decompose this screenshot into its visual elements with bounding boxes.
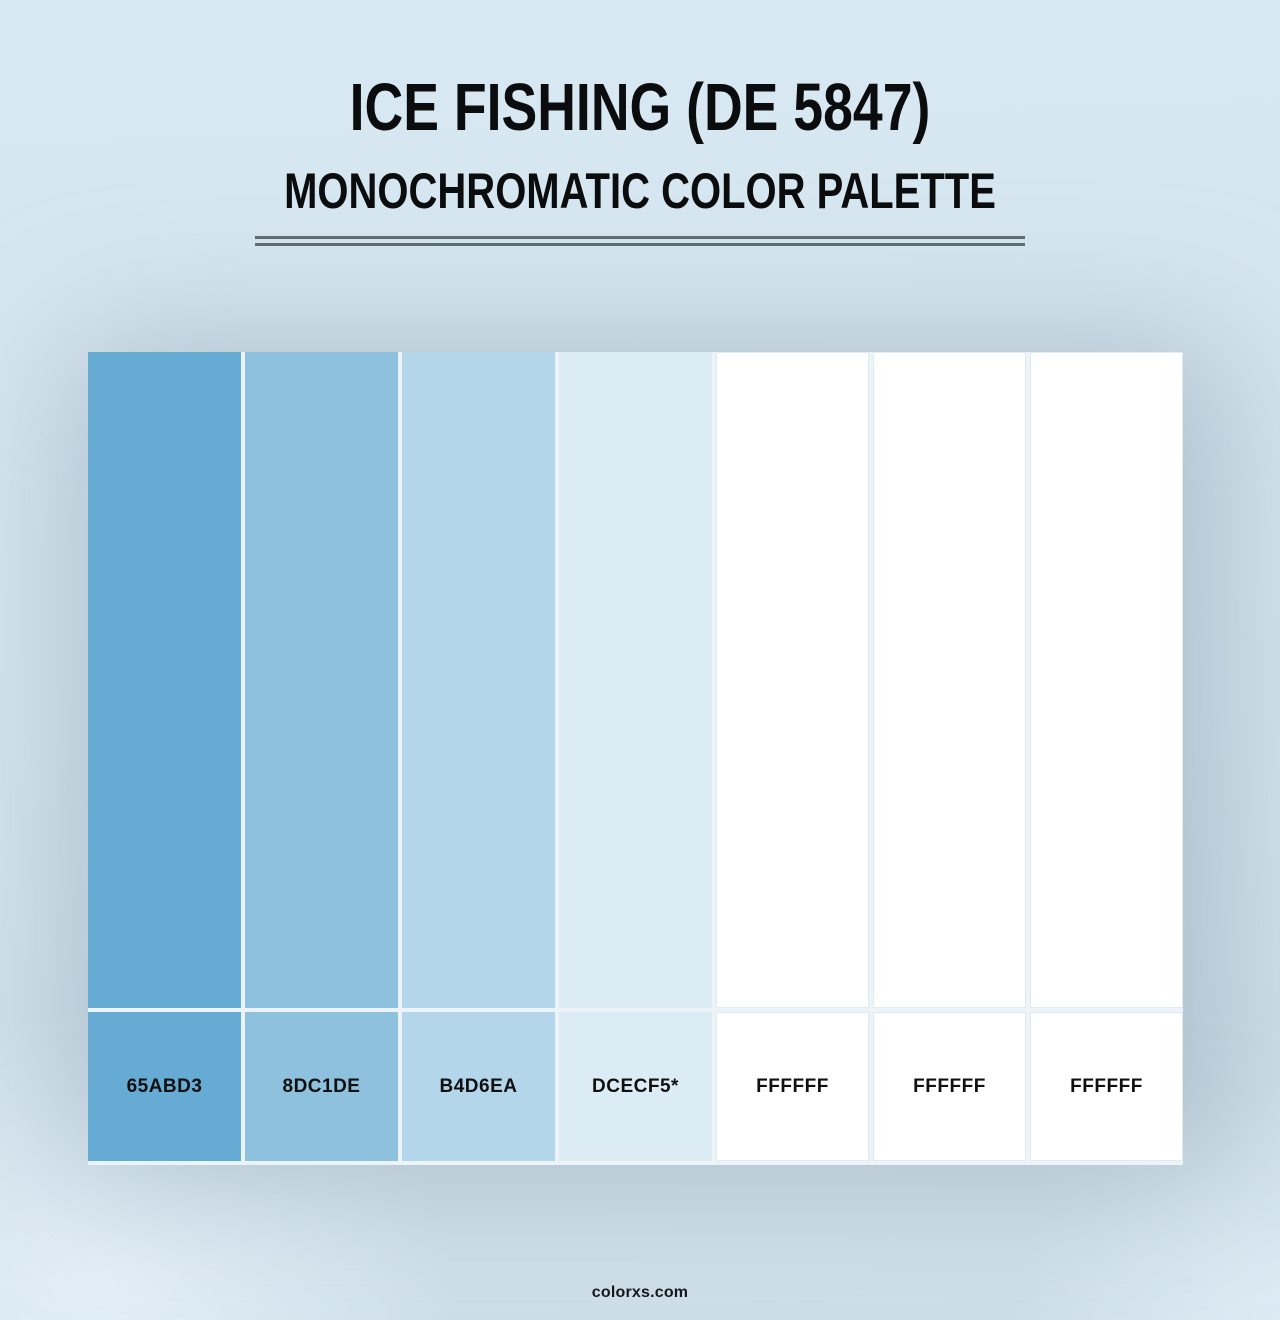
- swatch-hex-label: FFFFFF: [913, 1075, 986, 1097]
- swatch-hex-cell: DCECF5*: [559, 1012, 712, 1161]
- swatch-hex-label: 8DC1DE: [282, 1075, 361, 1097]
- swatch-color-block: [245, 352, 398, 1008]
- header-divider: [255, 236, 1025, 246]
- swatch-color-block: [88, 352, 241, 1008]
- swatch-hex-cell: 8DC1DE: [245, 1012, 398, 1161]
- swatch-hex-cell: FFFFFF: [1030, 1012, 1183, 1161]
- swatch-hex-label: 65ABD3: [126, 1075, 203, 1097]
- swatch-hex-label: B4D6EA: [439, 1075, 518, 1097]
- swatch-color-block: [559, 352, 712, 1008]
- swatch-hex-label: FFFFFF: [756, 1075, 829, 1097]
- site-footer: colorxs.com: [0, 1284, 1280, 1302]
- page-subtitle: MONOCHROMATIC COLOR PALETTE: [284, 163, 996, 219]
- swatch-hex-label: FFFFFF: [1070, 1075, 1143, 1097]
- swatch-color-block: [402, 352, 555, 1008]
- swatch-hex-cell: FFFFFF: [873, 1012, 1026, 1161]
- swatch-hex-cell: B4D6EA: [402, 1012, 555, 1161]
- swatch-color-block: [1030, 352, 1183, 1008]
- palette-grid: 65ABD3 8DC1DE B4D6EA DCECF5* FFFFFF FFFFFF FFF…: [88, 352, 1183, 1165]
- swatch-color-block: [716, 352, 869, 1008]
- swatch-hex-label: DCECF5*: [592, 1075, 679, 1097]
- swatch-hex-cell: 65ABD3: [88, 1012, 241, 1161]
- swatch-hex-cell: FFFFFF: [716, 1012, 869, 1161]
- swatch-color-block: [873, 352, 1026, 1008]
- site-name: colorxs.com: [591, 1284, 689, 1301]
- page-title: ICE FISHING (DE 5847): [349, 70, 931, 145]
